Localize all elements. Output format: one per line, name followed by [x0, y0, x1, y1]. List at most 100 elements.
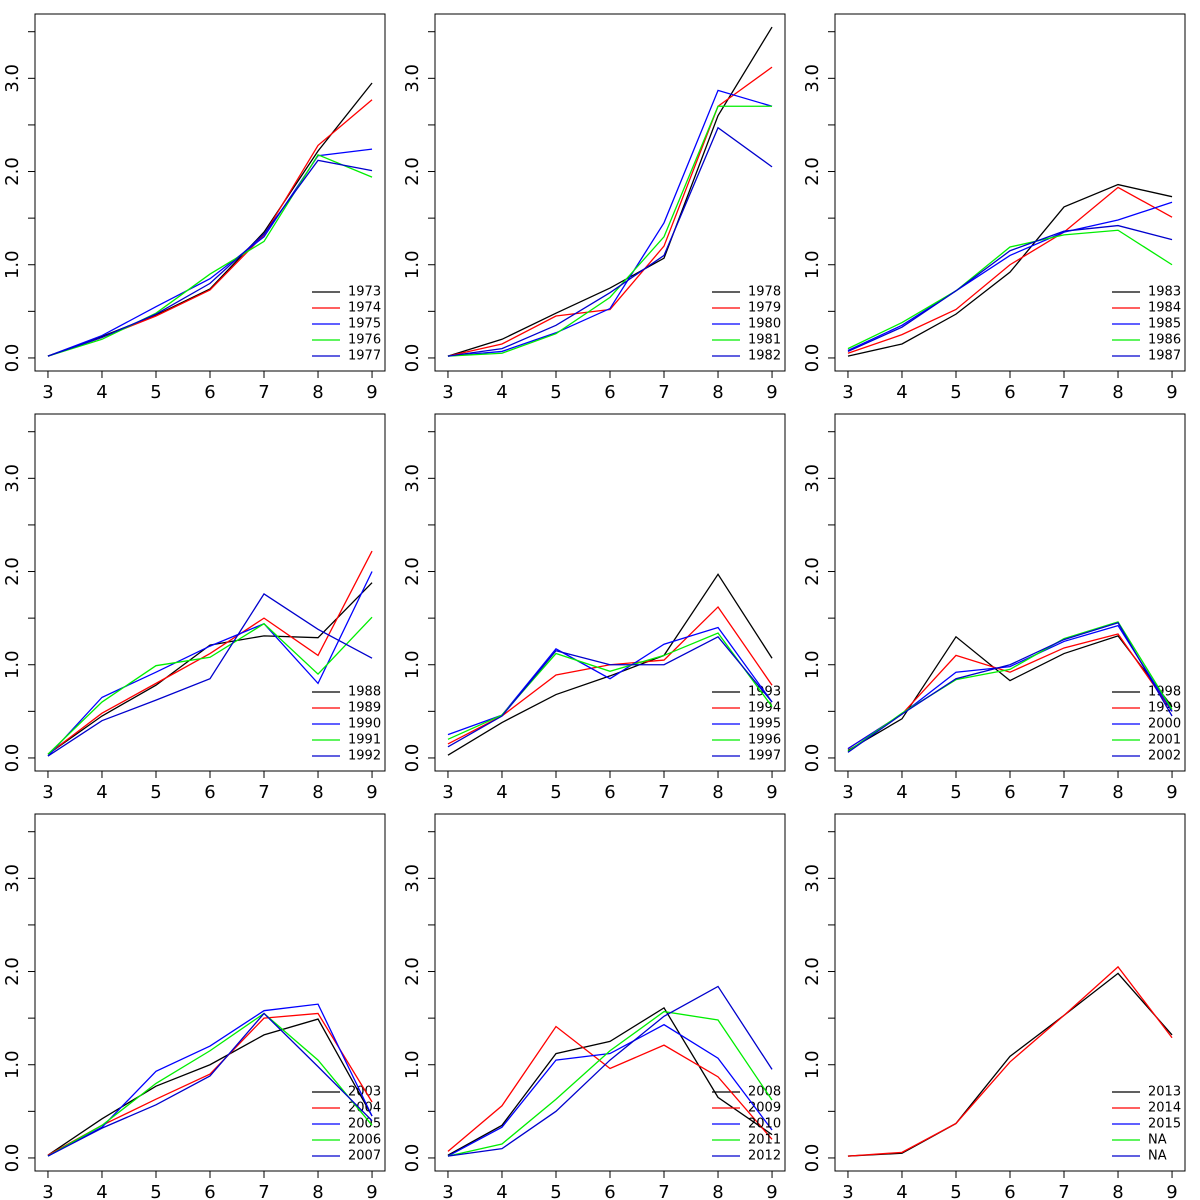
series-line	[47, 592, 373, 757]
legend-label: 1978	[748, 285, 781, 300]
x-tick-label: 4	[896, 382, 907, 403]
legend-label: 1992	[348, 749, 381, 764]
legend-label: 1990	[348, 717, 381, 732]
y-tick-label: 0.0	[402, 1144, 423, 1173]
x-tick-label: 4	[96, 382, 107, 403]
y-tick-label: 2.0	[802, 157, 823, 186]
x-tick-label: 7	[658, 382, 669, 403]
y-tick-label: 3.0	[802, 864, 823, 893]
legend-label: 1991	[348, 733, 381, 748]
x-tick-label: 9	[1166, 382, 1177, 403]
x-tick-label: 5	[550, 1182, 561, 1200]
y-tick-label: 2.0	[2, 957, 23, 986]
plot-frame	[434, 413, 786, 772]
x-tick-label: 3	[42, 782, 53, 803]
y-tick-label: 2.0	[2, 157, 23, 186]
x-tick-label: 9	[1166, 1182, 1177, 1200]
x-tick-label: 9	[366, 782, 377, 803]
y-tick-label: 2.0	[402, 557, 423, 586]
x-tick-label: 5	[550, 382, 561, 403]
legend-label: 1984	[1148, 301, 1181, 316]
series-line	[447, 126, 773, 357]
series-line	[47, 82, 373, 357]
y-tick-label: 2.0	[802, 557, 823, 586]
legend-label: NA	[1148, 1133, 1167, 1148]
legend-label: 2013	[1148, 1085, 1181, 1100]
y-tick-label: 2.0	[802, 957, 823, 986]
legend-label: 2014	[1148, 1101, 1181, 1116]
x-tick-label: 4	[496, 782, 507, 803]
x-tick-label: 5	[150, 1182, 161, 1200]
legend-label: 1979	[748, 301, 781, 316]
x-tick-label: 5	[150, 782, 161, 803]
x-tick-label: 6	[1004, 1182, 1015, 1200]
legend-label: 2011	[748, 1133, 781, 1148]
series-line	[847, 622, 1173, 753]
legend-label: 2006	[348, 1133, 381, 1148]
legend-label: NA	[1148, 1149, 1167, 1164]
y-tick-label: 0.0	[802, 344, 823, 373]
y-tick-label: 2.0	[402, 157, 423, 186]
series-line	[447, 1025, 773, 1152]
legend-label: 2015	[1148, 1117, 1181, 1132]
x-tick-label: 9	[766, 782, 777, 803]
y-tick-label: 3.0	[402, 464, 423, 493]
x-tick-label: 9	[366, 1182, 377, 1200]
legend-label: 1974	[348, 301, 381, 316]
x-tick-label: 3	[842, 382, 853, 403]
series-line	[47, 571, 373, 757]
legend-label: 1976	[348, 333, 381, 348]
series-line	[47, 159, 373, 357]
x-tick-label: 8	[312, 382, 323, 403]
x-tick-label: 8	[1112, 782, 1123, 803]
series-line	[47, 1003, 373, 1157]
series-line	[847, 224, 1173, 353]
series-line	[847, 635, 1173, 752]
series-line	[847, 201, 1173, 352]
y-tick-label: 3.0	[402, 864, 423, 893]
x-tick-label: 7	[1058, 782, 1069, 803]
plot-frame	[34, 413, 386, 772]
x-tick-label: 3	[442, 382, 453, 403]
y-tick-label: 2.0	[2, 557, 23, 586]
x-tick-label: 4	[96, 1182, 107, 1200]
series-line	[447, 635, 773, 748]
series-line	[847, 965, 1173, 1157]
plot-frame	[834, 413, 1186, 772]
x-tick-label: 5	[950, 382, 961, 403]
series-line	[47, 1018, 373, 1156]
legend-label: 2012	[748, 1149, 781, 1164]
x-tick-label: 4	[496, 382, 507, 403]
y-tick-label: 1.0	[2, 650, 23, 679]
series-line	[447, 26, 773, 357]
x-tick-label: 4	[496, 1182, 507, 1200]
y-tick-label: 1.0	[2, 1050, 23, 1079]
legend-label: 1977	[348, 349, 381, 364]
x-tick-label: 6	[604, 782, 615, 803]
series-line	[47, 1012, 373, 1156]
legend-label: 1973	[348, 285, 381, 300]
legend-label: 2008	[748, 1085, 781, 1100]
legend-label: 2009	[748, 1101, 781, 1116]
series-line	[847, 972, 1173, 1157]
x-tick-label: 8	[712, 1182, 723, 1200]
x-tick-label: 6	[204, 782, 215, 803]
y-tick-label: 1.0	[402, 1050, 423, 1079]
series-line	[47, 616, 373, 755]
x-tick-label: 3	[442, 1182, 453, 1200]
series-line	[847, 186, 1173, 354]
legend-label: 2010	[748, 1117, 781, 1132]
legend-label: 2003	[348, 1085, 381, 1100]
y-tick-label: 3.0	[802, 64, 823, 93]
y-tick-label: 2.0	[402, 957, 423, 986]
x-tick-label: 3	[42, 382, 53, 403]
x-tick-label: 8	[312, 782, 323, 803]
x-tick-label: 6	[604, 1182, 615, 1200]
x-tick-label: 6	[604, 382, 615, 403]
